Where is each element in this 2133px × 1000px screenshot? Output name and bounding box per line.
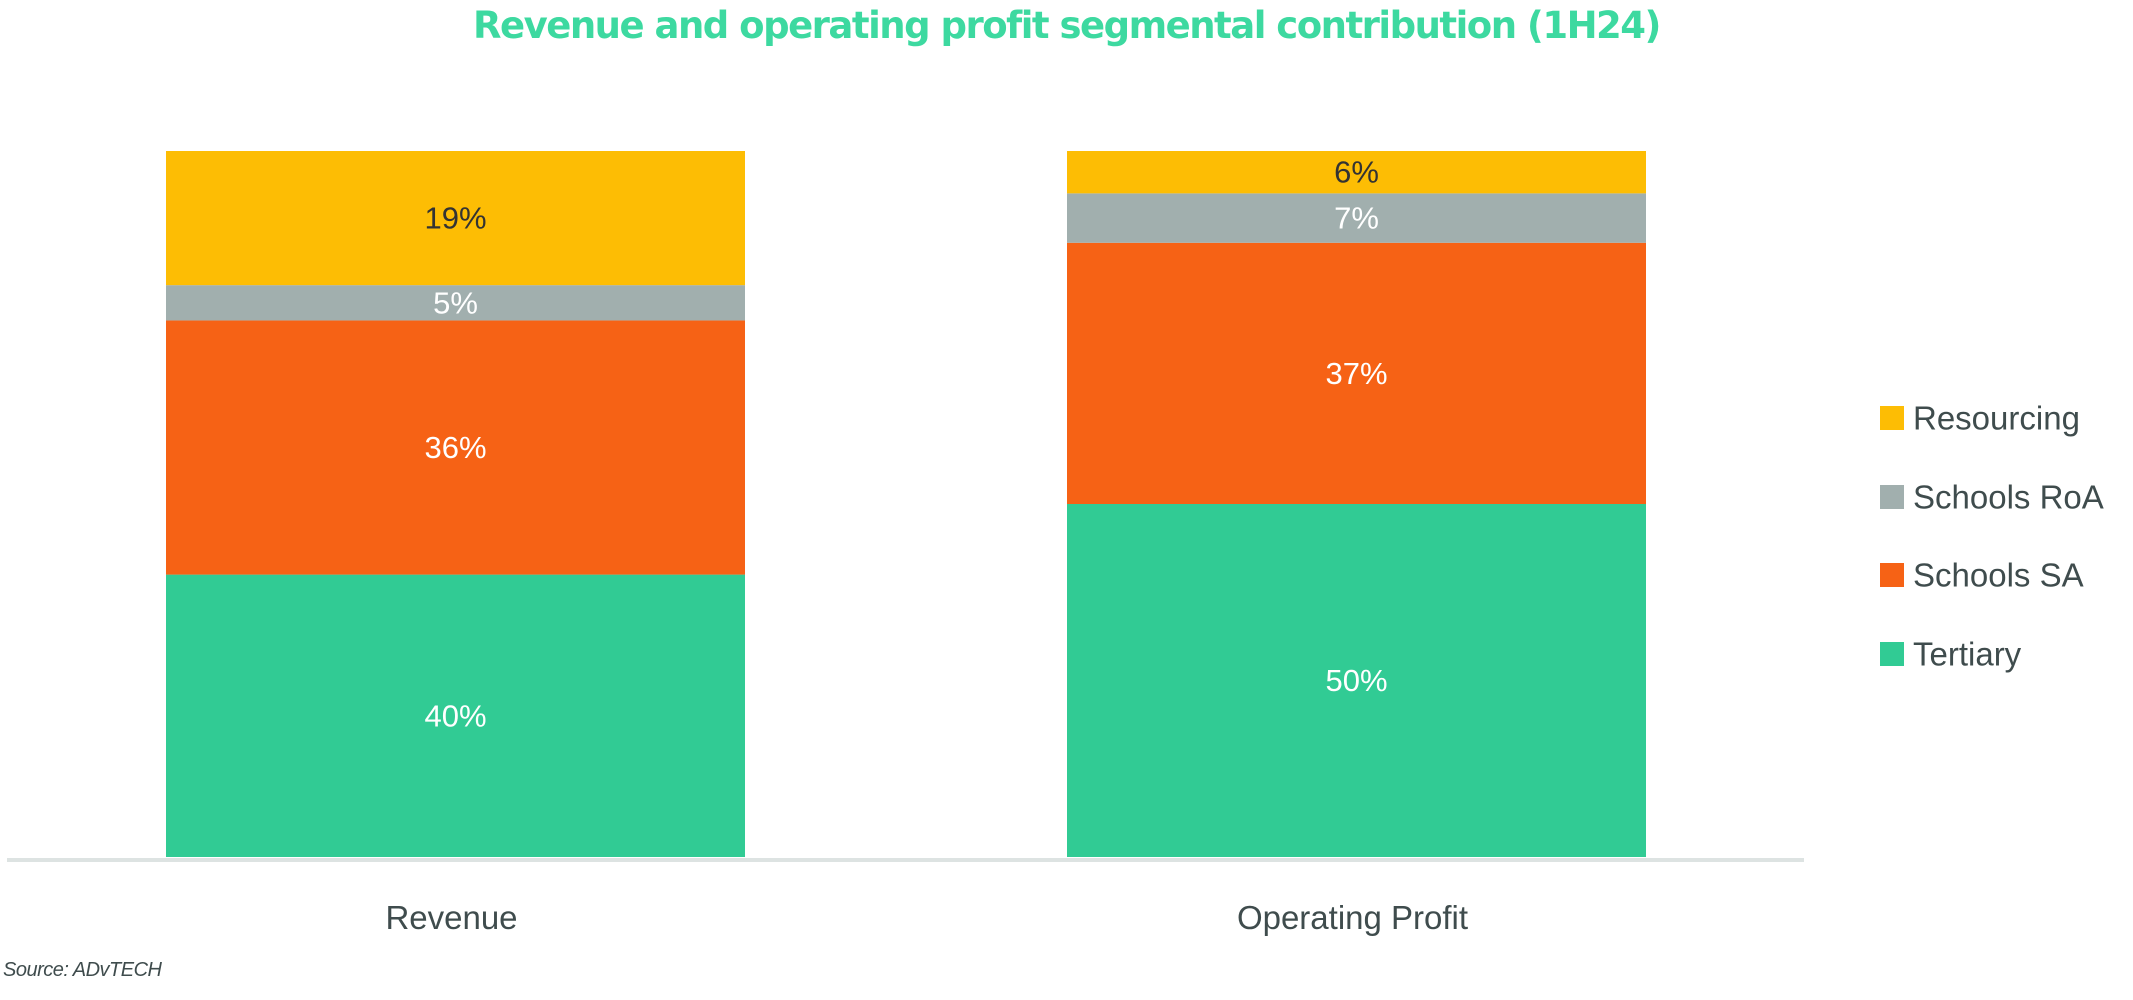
data-label-operating-profit-schools-roa: 7%	[1334, 201, 1379, 236]
bar-segment-operating-profit-resourcing	[1067, 151, 1646, 194]
legend-item-tertiary: Tertiary	[1880, 636, 2022, 673]
legend-item-schools-sa: Schools SA	[1880, 557, 2084, 594]
legend: Resourcing Schools RoA Schools SA Tertiary	[1880, 400, 2104, 673]
data-label-revenue-schools-sa: 36%	[424, 430, 486, 465]
bar-segment-revenue-tertiary	[166, 574, 745, 857]
bar-segment-revenue-schools-sa	[166, 320, 745, 575]
data-label-operating-profit-tertiary: 50%	[1325, 663, 1387, 698]
legend-item-schools-roa: Schools RoA	[1880, 479, 2104, 516]
data-label-revenue-tertiary: 40%	[424, 698, 486, 733]
bar-segment-revenue-resourcing	[166, 151, 745, 286]
legend-item-resourcing: Resourcing	[1880, 400, 2080, 437]
category-labels: Revenue Operating Profit	[385, 899, 1468, 936]
data-label-operating-profit-resourcing: 6%	[1334, 155, 1379, 190]
data-label-operating-profit-schools-sa: 37%	[1325, 356, 1387, 391]
bar-segment-operating-profit-schools-roa	[1067, 193, 1646, 243]
legend-label-resourcing: Resourcing	[1913, 400, 2080, 437]
bars-group: 40% 36% 5% 19% 50% 37% 7% 6%	[166, 151, 1646, 857]
chart-title: Revenue and operating profit segmental c…	[473, 4, 1661, 47]
legend-swatch-resourcing	[1880, 406, 1904, 430]
legend-swatch-schools-sa	[1880, 563, 1904, 587]
data-label-revenue-schools-roa: 5%	[433, 285, 478, 320]
legend-swatch-tertiary	[1880, 642, 1904, 666]
legend-label-schools-roa: Schools RoA	[1913, 479, 2104, 516]
legend-label-schools-sa: Schools SA	[1913, 557, 2084, 594]
category-label-revenue: Revenue	[385, 899, 517, 936]
category-label-operating-profit: Operating Profit	[1237, 899, 1468, 936]
legend-label-tertiary: Tertiary	[1913, 636, 2022, 673]
source-note: Source: ADvTECH	[3, 959, 162, 981]
legend-swatch-schools-roa	[1880, 485, 1904, 509]
data-label-revenue-resourcing: 19%	[424, 201, 486, 236]
bar-segment-revenue-schools-roa	[166, 285, 745, 321]
bar-segment-operating-profit-tertiary	[1067, 504, 1646, 857]
bar-segment-operating-profit-schools-sa	[1067, 242, 1646, 504]
